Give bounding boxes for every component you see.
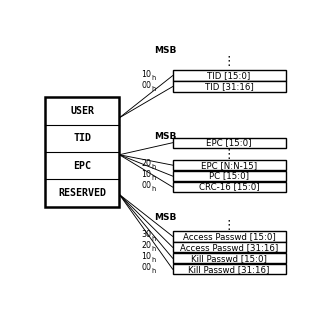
Text: h: h: [152, 75, 156, 81]
Text: USER: USER: [70, 106, 94, 116]
Bar: [173, 231, 285, 242]
Text: CRC-16 [15:0]: CRC-16 [15:0]: [199, 183, 260, 192]
Text: TID: TID: [73, 133, 91, 143]
Text: h: h: [152, 236, 156, 242]
Text: Access Passwd [31:16]: Access Passwd [31:16]: [180, 243, 278, 252]
Text: EPC [N:N-15]: EPC [N:N-15]: [201, 161, 257, 170]
Text: 20: 20: [142, 241, 152, 251]
Text: ⋮: ⋮: [223, 148, 235, 161]
Text: h: h: [152, 268, 156, 274]
Text: h: h: [152, 186, 156, 192]
Text: 00: 00: [142, 81, 152, 90]
Text: Access Passwd [15:0]: Access Passwd [15:0]: [183, 232, 276, 241]
Bar: [173, 242, 285, 252]
Text: h: h: [152, 175, 156, 181]
Bar: [173, 253, 285, 263]
Text: 30: 30: [142, 230, 152, 239]
Text: 10: 10: [142, 252, 152, 261]
Text: h: h: [152, 86, 156, 92]
Bar: [173, 138, 285, 148]
Text: h: h: [152, 164, 156, 170]
Text: 00: 00: [142, 263, 152, 272]
Text: TID [15:0]: TID [15:0]: [207, 71, 251, 80]
Text: h: h: [152, 257, 156, 263]
Text: TID [31:16]: TID [31:16]: [205, 82, 253, 91]
Text: Kill Passwd [31:16]: Kill Passwd [31:16]: [188, 265, 270, 274]
Bar: [173, 70, 285, 81]
Text: h: h: [152, 246, 156, 252]
Bar: [173, 81, 285, 92]
Bar: [173, 160, 285, 170]
Text: PC [15:0]: PC [15:0]: [209, 172, 249, 180]
Text: EPC [15:0]: EPC [15:0]: [206, 138, 252, 147]
Text: ⋮: ⋮: [223, 219, 235, 232]
Text: MSB: MSB: [154, 132, 176, 141]
Bar: [173, 264, 285, 274]
Text: EPC: EPC: [73, 161, 91, 171]
Bar: [173, 182, 285, 192]
Text: 00: 00: [142, 181, 152, 190]
Text: 10: 10: [142, 70, 152, 79]
Text: MSB: MSB: [154, 213, 176, 222]
Text: ⋮: ⋮: [223, 55, 235, 68]
Text: 20: 20: [142, 159, 152, 168]
Text: Kill Passwd [15:0]: Kill Passwd [15:0]: [191, 254, 267, 263]
Text: RESERVED: RESERVED: [58, 188, 106, 198]
Text: 10: 10: [142, 170, 152, 179]
Bar: [45, 97, 119, 207]
Bar: [173, 171, 285, 181]
Text: MSB: MSB: [154, 46, 176, 55]
